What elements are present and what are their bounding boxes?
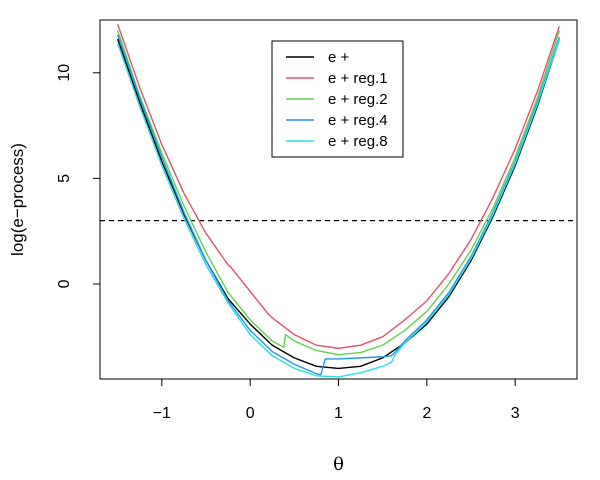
y-tick-label: 10 (56, 64, 73, 82)
y-tick-label: 5 (56, 174, 73, 183)
series-line-2 (117, 23, 560, 350)
x-tick-label: 3 (511, 405, 520, 422)
x-axis-title: θ (333, 454, 344, 475)
series-line-4 (117, 34, 560, 376)
legend-label: e + (328, 49, 350, 66)
legend-label: e + reg.1 (328, 70, 388, 87)
legend: e + e + reg.1 e + reg.2 e + reg.4 e + reg.8 (271, 40, 404, 158)
series-line-5 (117, 38, 560, 378)
legend-label: e + reg.8 (328, 133, 388, 150)
series-line-3 (117, 30, 560, 356)
x-tick-label: −1 (153, 405, 171, 422)
y-axis-title: log(e−process) (8, 143, 27, 256)
x-tick-label: 2 (422, 405, 431, 422)
legend-label: e + reg.2 (328, 91, 388, 108)
axes: −1 0 1 2 3 0 5 10 (56, 19, 578, 422)
plot-area (100, 23, 577, 378)
y-tick-label: 0 (56, 279, 73, 288)
x-tick-label: 1 (334, 405, 343, 422)
x-tick-label: 0 (246, 405, 255, 422)
legend-label: e + reg.4 (328, 112, 388, 129)
